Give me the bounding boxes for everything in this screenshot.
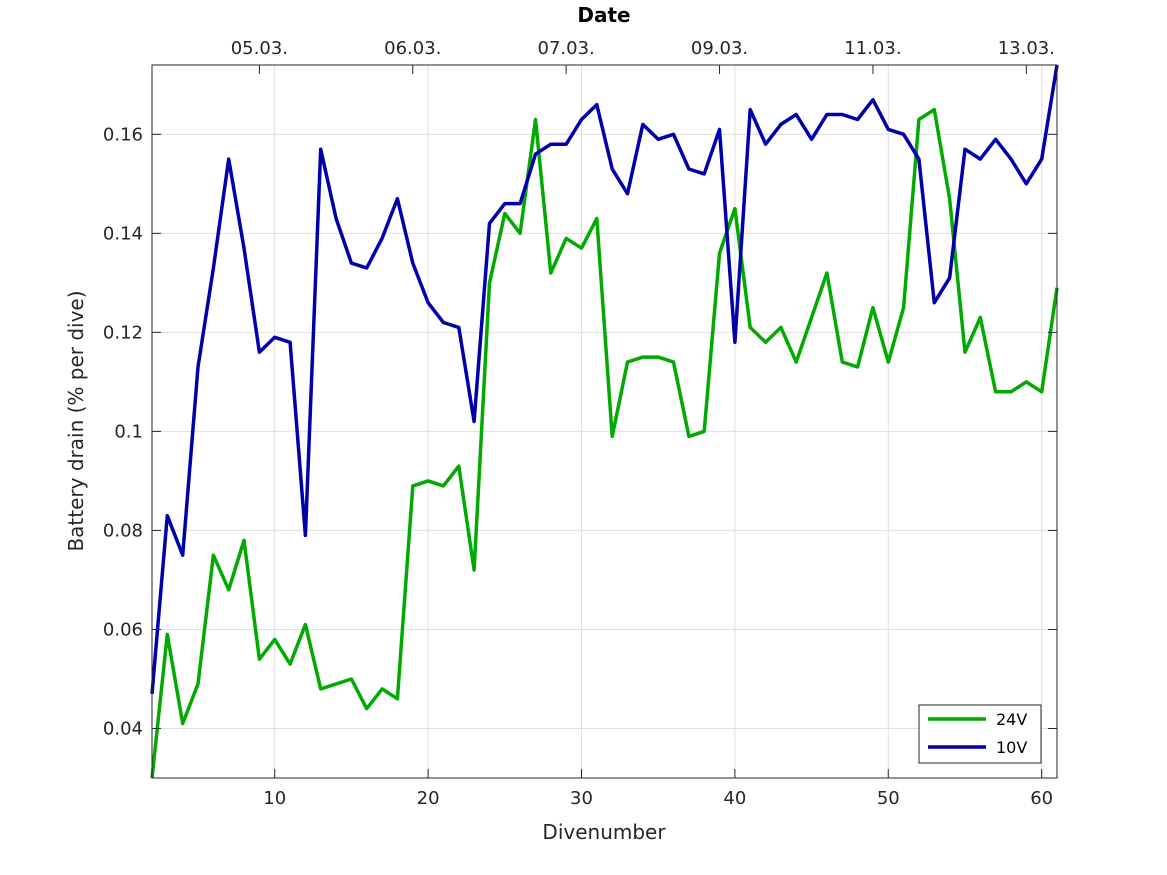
top-tick-label: 05.03. — [231, 38, 288, 59]
y-tick-label: 0.06 — [103, 619, 143, 640]
top-tick-label: 06.03. — [384, 38, 441, 59]
x-tick-label: 50 — [877, 788, 900, 809]
plot-background — [152, 65, 1057, 778]
y-tick-label: 0.16 — [103, 124, 143, 145]
plot-frame — [151, 64, 1058, 779]
top-tick-label: 07.03. — [538, 38, 595, 59]
top-axis-title: Date — [577, 3, 630, 27]
series-line-10v — [150, 64, 1059, 694]
series-line-24v — [150, 107, 1059, 779]
x-axis-title: Divenumber — [542, 820, 666, 844]
x-tick-label: 10 — [263, 788, 286, 809]
legend-label-10v: 10V — [996, 738, 1027, 757]
x-tick-label: 20 — [417, 788, 440, 809]
series-layer — [150, 64, 1059, 779]
y-tick-label: 0.04 — [103, 718, 143, 739]
x-tick-label: 60 — [1030, 788, 1053, 809]
top-tick-label: 11.03. — [844, 38, 901, 59]
y-tick-label: 0.14 — [103, 223, 143, 244]
x-tick-label: 40 — [723, 788, 746, 809]
legend-label-24v: 24V — [996, 710, 1027, 729]
y-tick-label: 0.1 — [114, 421, 143, 442]
legend: 24V 10V — [918, 704, 1042, 764]
top-tick-label: 13.03. — [998, 38, 1055, 59]
x-tick-label: 30 — [570, 788, 593, 809]
y-tick-label: 0.12 — [103, 322, 143, 343]
y-axis-title: Battery drain (% per dive) — [64, 290, 88, 551]
legend-box — [918, 704, 1042, 764]
y-tick-label: 0.08 — [103, 520, 143, 541]
top-tick-label: 09.03. — [691, 38, 748, 59]
axis-ticks: 10 20 30 40 50 60 05.03. 06.03. 07.03. 09.03. 11.0… — [103, 38, 1057, 809]
